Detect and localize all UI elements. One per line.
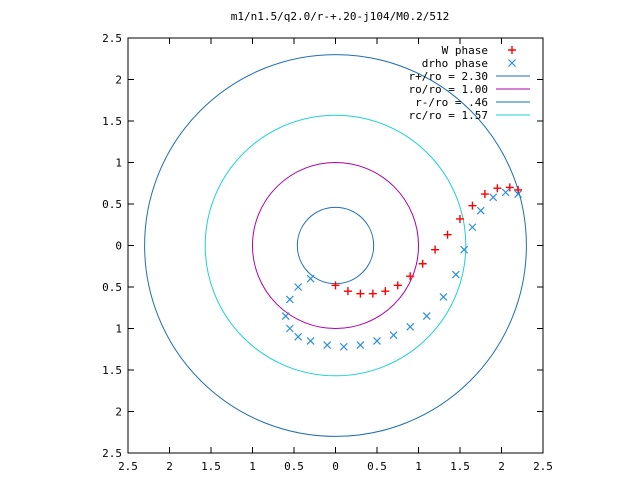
w-phase-point: [493, 184, 502, 193]
y-tick-label: 0: [115, 240, 122, 253]
x-tick-label: 1: [249, 460, 256, 473]
drho-phase-point: [501, 188, 510, 197]
x-tick-label: 2: [166, 460, 173, 473]
legend-label: ro/ro = 1.00: [409, 83, 488, 96]
drho-phase-point: [489, 193, 498, 202]
w-phase-point: [431, 245, 440, 254]
circle-mark: [252, 162, 419, 329]
w-phase-point: [505, 183, 514, 192]
drho-phase-point: [285, 295, 294, 304]
y-tick-label: 2: [115, 406, 122, 419]
drho-phase-point: [508, 59, 516, 67]
w-phase-point: [468, 201, 477, 210]
drho-phase-point: [514, 190, 523, 198]
y-tick-label: 1: [115, 323, 122, 336]
drho-phase-point: [339, 342, 348, 351]
x-tick-label: 2.5: [118, 460, 138, 473]
w-phase-point: [418, 259, 427, 268]
drho-phase-point: [476, 206, 485, 215]
w-phase-point: [514, 185, 523, 194]
y-tick-label: 0.5: [102, 281, 122, 294]
chart-title: m1/n1.5/q2.0/r-+.20-j104/M0.2/512: [231, 10, 450, 23]
drho-phase-point: [356, 341, 365, 350]
y-tick-label: 2.5: [102, 32, 122, 45]
w-phase-point: [508, 46, 516, 54]
legend-label: drho phase: [422, 57, 488, 70]
w-phase-point: [393, 281, 402, 290]
legend-label: W phase: [442, 44, 488, 57]
y-tick-label: 2.5: [102, 447, 122, 460]
drho-phase-point: [323, 341, 332, 350]
w-phase-point: [381, 287, 390, 296]
x-tick-label: 2: [498, 460, 505, 473]
w-phase-point: [368, 289, 377, 298]
drho-phase-point: [294, 332, 303, 341]
drho-phase-point: [460, 245, 469, 254]
w-phase-point: [343, 287, 352, 296]
legend-label: rc/ro = 1.57: [409, 109, 488, 122]
w-phase-point: [356, 289, 365, 298]
x-tick-label: 2.5: [533, 460, 553, 473]
drho-phase-point: [285, 324, 294, 333]
legend-label: r-/ro = .46: [415, 96, 488, 109]
drho-phase-point: [373, 337, 381, 345]
circle-mark: [204, 114, 467, 377]
circle-mark: [144, 54, 527, 437]
y-tick-label: 2: [115, 74, 122, 87]
x-tick-label: 1.5: [201, 460, 221, 473]
x-tick-label: 1: [415, 460, 422, 473]
x-tick-label: 1.5: [450, 460, 470, 473]
circle-mark: [296, 206, 375, 285]
drho-phase-point: [389, 331, 398, 340]
drho-phase-point: [451, 270, 460, 279]
drho-phase-point: [406, 322, 415, 331]
w-phase-point: [443, 230, 452, 239]
w-phase-point: [331, 281, 340, 290]
drho-phase-point: [439, 293, 448, 301]
w-phase-point: [456, 214, 464, 223]
w-phase-point: [406, 272, 415, 281]
axes: 2.5 2 1.5 1 0.5 0 0.5 1 1.5 2 2.52.521.510.500.511…: [102, 32, 553, 473]
drho-phase-point: [281, 312, 290, 320]
legend-label: r+/ro = 2.30: [409, 70, 488, 83]
x-tick-label: 0: [332, 460, 339, 473]
drho-phase-point: [468, 223, 477, 232]
drho-phase-point: [306, 337, 315, 345]
y-tick-label: 1.5: [102, 364, 122, 377]
drho-phase-point: [294, 283, 303, 291]
drho-phase-point: [422, 312, 431, 320]
y-tick-label: 0.5: [102, 198, 122, 211]
w-phase-point: [480, 190, 489, 199]
drho-phase-point: [306, 274, 315, 283]
x-tick-label: 0.5: [284, 460, 304, 473]
data-series: [281, 183, 523, 351]
y-tick-label: 1: [115, 157, 122, 170]
y-tick-label: 1.5: [102, 115, 122, 128]
x-tick-label: 0.5: [367, 460, 387, 473]
